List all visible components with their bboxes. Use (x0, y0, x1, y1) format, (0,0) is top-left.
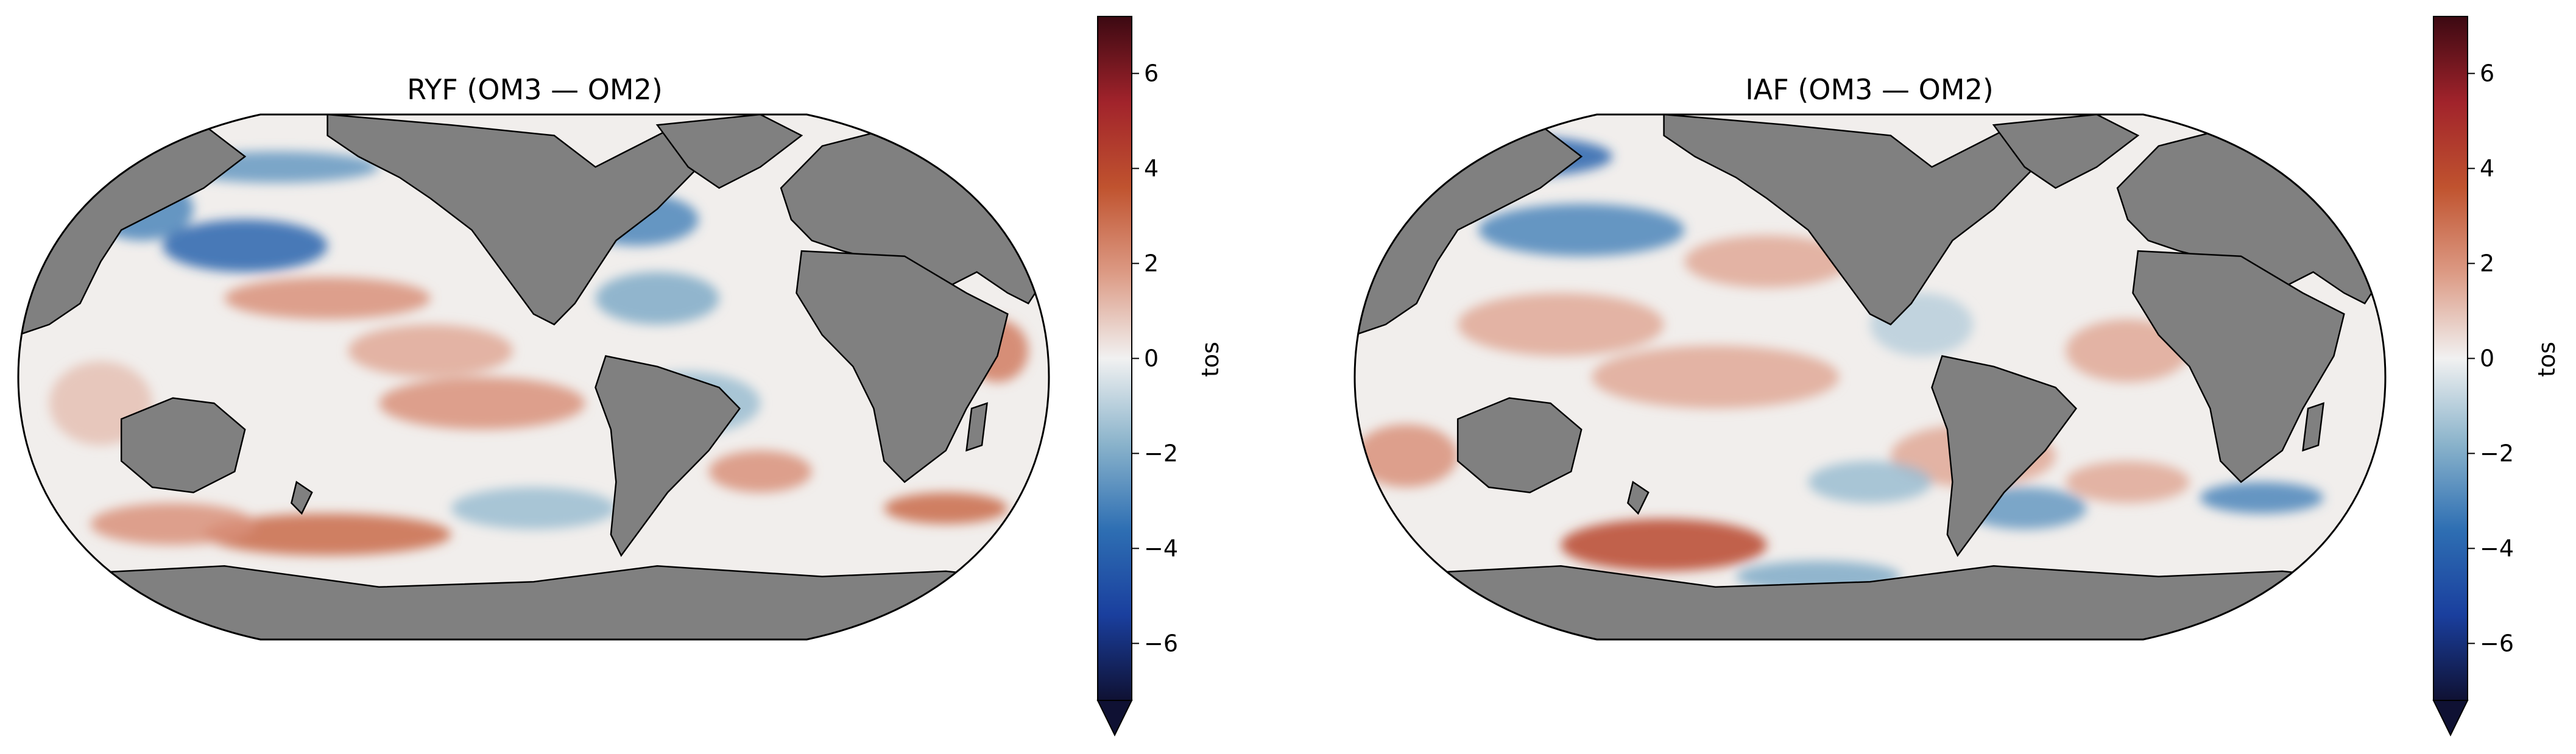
map-boundary-ryf (17, 113, 1050, 641)
map-iaf (1353, 113, 2387, 641)
colorbar-tick-label: −2 (2480, 440, 2514, 467)
land-new-zealand (1627, 481, 1650, 515)
land-madagascar (2302, 402, 2324, 452)
land-north-america (1663, 115, 2036, 326)
colorbar-gradient (2433, 16, 2468, 701)
map-ryf (17, 113, 1050, 641)
colorbar-gradient (1097, 16, 1132, 701)
colorbar-tick-label: −6 (1144, 630, 1178, 657)
anomaly-patch (1458, 293, 1664, 356)
colorbar-tick-label: 2 (1144, 250, 1159, 277)
anomaly-patch (379, 377, 585, 430)
colorbar-tick-label: 4 (2480, 155, 2494, 182)
anomaly-patch (884, 492, 1008, 524)
anomaly-field-iaf (1355, 135, 2324, 593)
colorbar-label-ryf: tos (1197, 342, 1224, 377)
colorbar-tick-label: 6 (2480, 60, 2494, 87)
anomaly-patch (2200, 482, 2324, 514)
land-australia (1456, 397, 1583, 493)
land-iaf (1355, 115, 2385, 639)
colorbar-tick-label: −6 (2480, 630, 2514, 657)
colorbar-extend-arrow (1096, 700, 1133, 737)
land-greenland (655, 115, 803, 189)
anomaly-patch (451, 487, 616, 529)
anomaly-patch (2066, 460, 2190, 503)
colorbar-label-iaf: tos (2533, 342, 2560, 377)
anomaly-patch (348, 324, 513, 378)
anomaly-patch (1478, 203, 1685, 256)
colorbar-tick-label: −2 (1144, 440, 1178, 467)
colorbar-tick-label: 6 (1144, 60, 1159, 87)
land-africa (796, 250, 1009, 484)
anomaly-patch (162, 219, 328, 272)
colorbar-tick-label: 2 (2480, 250, 2494, 277)
map-panel-ryf: RYF (OM3 — OM2) tos −6 −4 −2 0 2 4 6 (17, 16, 1224, 737)
anomaly-patch (224, 277, 431, 320)
colorbar-iaf: tos −6 −4 −2 0 2 4 6 (2432, 16, 2560, 737)
land-north-america (326, 115, 700, 326)
land-south-america (1931, 355, 2078, 557)
colorbar-ryf: tos −6 −4 −2 0 2 4 6 (1096, 16, 1224, 737)
anomaly-patch (1355, 424, 1458, 488)
anomaly-patch (708, 450, 812, 493)
anomaly-patch (1561, 518, 1767, 571)
anomaly-patch (203, 513, 451, 556)
land-new-zealand (291, 481, 313, 515)
map-title-iaf: IAF (OM3 — OM2) (1745, 73, 1994, 106)
anomaly-patch (595, 272, 719, 325)
colorbar-tick-label: −4 (2480, 535, 2514, 562)
map-panel-iaf: IAF (OM3 — OM2) tos −6 −4 −2 0 2 4 6 (1353, 16, 2560, 737)
colorbar-tick-label: 0 (1144, 345, 1159, 372)
land-africa (2132, 250, 2345, 484)
land-madagascar (965, 402, 988, 452)
land-australia (120, 397, 246, 493)
anomaly-patch (1684, 235, 1850, 288)
map-title-ryf: RYF (OM3 — OM2) (407, 73, 663, 106)
anomaly-patch (90, 502, 256, 545)
land-antarctica (18, 565, 1049, 639)
land-antarctica (1355, 565, 2385, 639)
colorbar-tick-label: 0 (2480, 345, 2494, 372)
colorbar-tick-label: −4 (1144, 535, 1178, 562)
land-greenland (1992, 115, 2140, 189)
land-south-america (595, 355, 741, 557)
colorbar-tick-label: 4 (1144, 155, 1159, 182)
map-boundary-iaf (1353, 113, 2387, 641)
anomaly-patch (1592, 345, 1840, 409)
colorbar-extend-arrow (2432, 700, 2469, 737)
anomaly-patch (1808, 460, 1932, 503)
